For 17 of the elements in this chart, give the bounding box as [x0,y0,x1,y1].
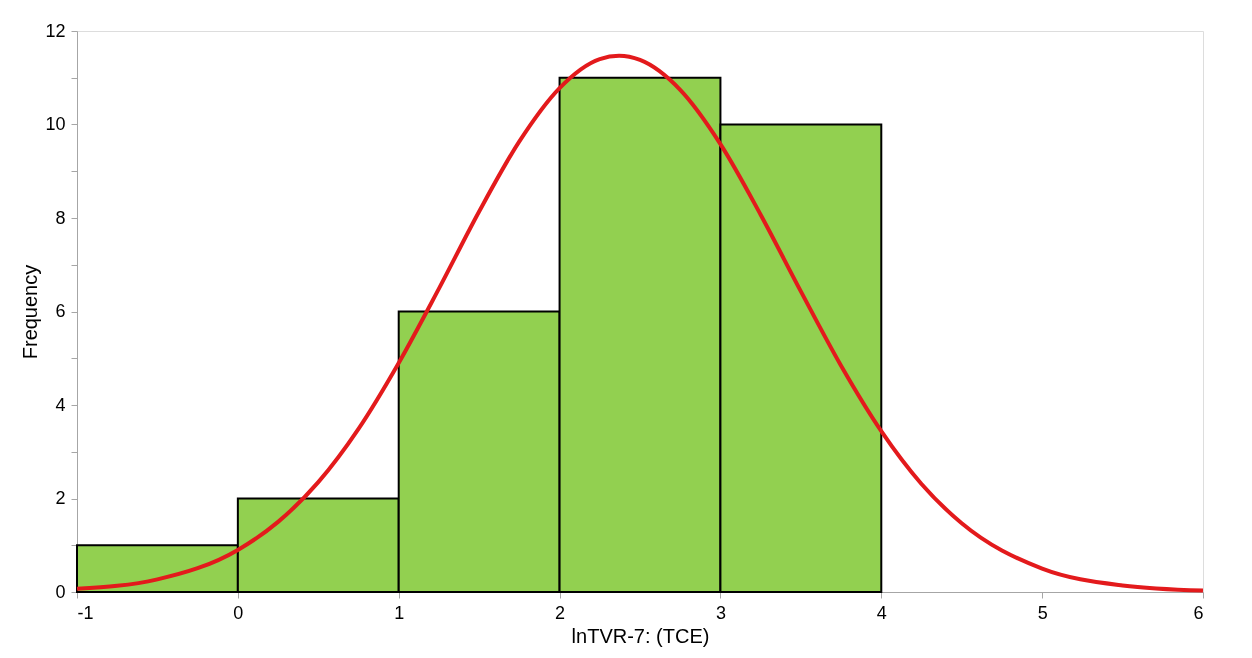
y-tick-label: 6 [55,301,66,321]
x-tick-label: 0 [233,602,244,623]
x-tick-label: 3 [715,602,726,623]
x-tick-label: 5 [1037,602,1048,623]
x-tick-label: -1 [77,602,94,623]
y-tick-label: 4 [55,394,66,415]
x-tick-label: 6 [1193,602,1204,623]
y-tick-label: 2 [55,488,66,508]
y-tick-label: 8 [55,207,66,228]
y-axis-title: Frequency [19,264,42,360]
x-tick-label: 1 [394,602,405,623]
y-tick-label: 0 [55,581,66,602]
x-tick-label: 2 [555,602,566,623]
y-tick-label: 12 [45,20,66,41]
x-tick-label: 4 [876,602,887,623]
x-axis-title: lnTVR-7: (TCE) [571,624,710,647]
y-tick-label: 10 [45,114,66,134]
